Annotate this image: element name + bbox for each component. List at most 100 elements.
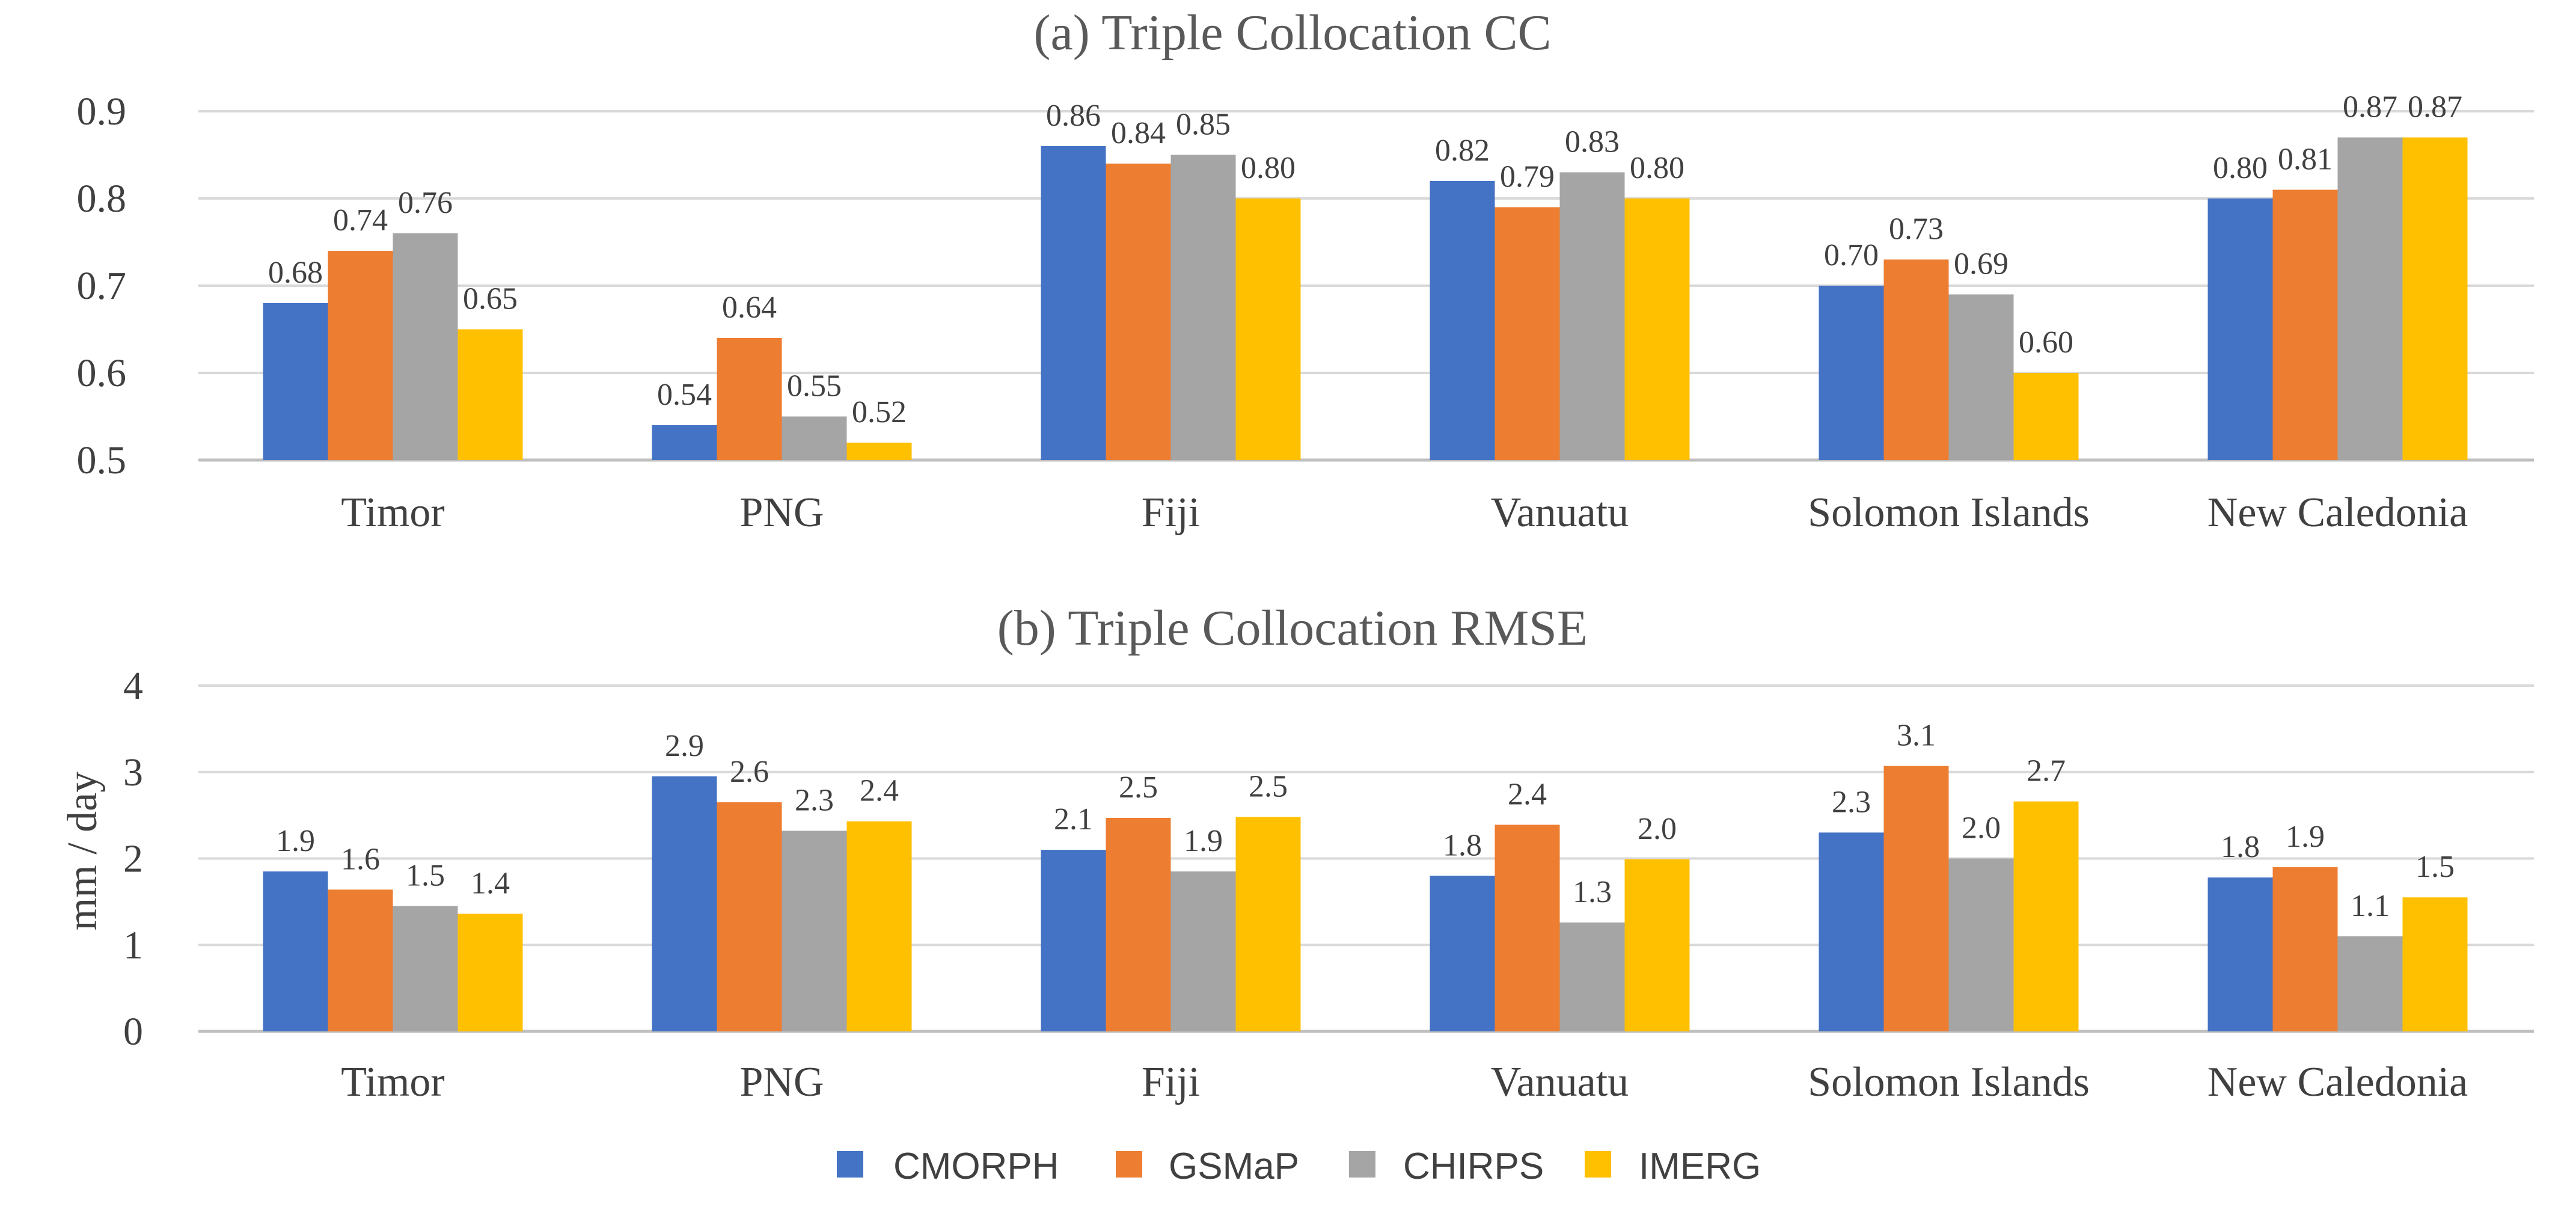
legend-label-imerg: IMERG [1639, 1146, 1761, 1187]
chart-cc-bar-imerg-solomon-islands [2013, 373, 2079, 460]
chart-cc-category-label-solomon-islands: Solomon Islands [1808, 490, 2090, 536]
chart-cc-data-label-chirps-vanuatu: 0.83 [1565, 125, 1620, 159]
chart-cc-bar-chirps-solomon-islands [1948, 294, 2014, 460]
chart-rmse-bar-chirps-new-caledonia [2337, 936, 2403, 1031]
chart-cc-data-label-imerg-vanuatu: 0.80 [1630, 151, 1684, 185]
chart-cc-categories: Timor PNG Fiji Vanuatu Solomon Islands New Ca… [341, 490, 2468, 536]
chart-rmse-data-label-gsmap-timor: 1.6 [341, 842, 380, 876]
chart-cc-data-label-cmorph-new-caledonia: 0.80 [2213, 151, 2268, 185]
chart-rmse-category-label-timor: Timor [341, 1059, 445, 1105]
chart-cc-category-label-fiji: Fiji [1142, 490, 1200, 536]
chart-cc-bar-chirps-png [782, 416, 847, 460]
chart-rmse: (b) Triple Collocation RMSE mm / day 0 1 2… [60, 600, 2534, 1105]
chart-rmse-bar-imerg-timor [457, 914, 523, 1031]
chart-rmse-bar-imerg-new-caledonia [2402, 897, 2468, 1031]
chart-cc-data-label-chirps-solomon-islands: 0.69 [1954, 247, 2008, 281]
chart-cc-bar-chirps-fiji [1170, 155, 1236, 460]
chart-cc-bar-gsmap-solomon-islands [1883, 259, 1949, 460]
legend-label-cmorph: CMORPH [893, 1146, 1059, 1187]
chart-cc-data-label-gsmap-vanuatu: 0.79 [1500, 160, 1555, 194]
chart-rmse-bar-imerg-vanuatu [1624, 859, 1690, 1031]
chart-rmse-bar-gsmap-timor [328, 889, 393, 1031]
chart-rmse-bar-chirps-vanuatu [1559, 922, 1625, 1031]
chart-rmse-data-label-imerg-fiji: 2.5 [1249, 770, 1288, 804]
chart-cc-bar-gsmap-vanuatu [1495, 207, 1560, 460]
chart-rmse-category-label-new-caledonia: New Caledonia [2207, 1059, 2468, 1105]
chart-cc-gridlines [198, 110, 2534, 462]
chart-rmse-bar-gsmap-vanuatu [1495, 825, 1560, 1031]
chart-cc-y-ticks: 0.5 0.6 0.7 0.8 0.9 [77, 90, 127, 482]
chart-rmse-bar-gsmap-png [717, 802, 782, 1031]
chart-cc-y-tick-label: 0.6 [77, 351, 127, 395]
chart-cc-bar-cmorph-solomon-islands [1819, 286, 1884, 460]
legend-label-chirps: CHIRPS [1403, 1146, 1544, 1187]
chart-cc-bar-imerg-fiji [1235, 198, 1301, 460]
chart-cc-data-labels: 0.68 0.74 0.76 0.65 0.54 0.64 0.55 0.52 0.86 0.84… [268, 90, 2462, 430]
chart-rmse-bar-chirps-timor [393, 906, 458, 1031]
chart-cc-bar-imerg-png [846, 443, 912, 460]
chart-cc-bar-cmorph-new-caledonia [2207, 198, 2273, 460]
chart-rmse-data-label-cmorph-vanuatu: 1.8 [1443, 828, 1482, 862]
chart-rmse-data-label-chirps-png: 2.3 [795, 784, 834, 818]
chart-rmse-bar-cmorph-png [652, 776, 717, 1031]
chart-rmse-category-label-vanuatu: Vanuatu [1491, 1059, 1629, 1105]
chart-rmse-bars [263, 766, 2468, 1031]
chart-rmse-data-label-gsmap-fiji: 2.5 [1119, 770, 1158, 805]
chart-rmse-data-labels: 1.9 1.6 1.5 1.4 2.9 2.6 2.3 2.4 2.1 2.5 1.9 2.5 1.8 2… [276, 719, 2455, 923]
chart-rmse-categories: Timor PNG Fiji Vanuatu Solomon Islands New Ca… [341, 1059, 2468, 1105]
chart-rmse-bar-imerg-fiji [1235, 817, 1301, 1031]
chart-cc-data-label-gsmap-png: 0.64 [722, 290, 777, 325]
chart-rmse-bar-imerg-solomon-islands [2013, 801, 2079, 1031]
legend-swatch-gsmap [1116, 1151, 1142, 1178]
chart-rmse-title: (b) Triple Collocation RMSE [997, 600, 1588, 656]
chart-cc-bar-imerg-timor [457, 329, 523, 460]
chart-cc-bar-gsmap-fiji [1106, 164, 1171, 460]
chart-rmse-y-tick-label: 0 [123, 1010, 143, 1054]
legend: CMORPH GSMaP CHIRPS IMERG [837, 1146, 1761, 1187]
chart-cc-data-label-chirps-fiji: 0.85 [1176, 108, 1231, 142]
chart-cc-bar-imerg-new-caledonia [2402, 137, 2468, 460]
chart-cc-data-label-cmorph-solomon-islands: 0.70 [1824, 238, 1879, 272]
chart-rmse-data-label-imerg-timor: 1.4 [471, 867, 510, 901]
chart-rmse-data-label-cmorph-png: 2.9 [665, 729, 704, 763]
chart-cc-y-tick-label: 0.7 [77, 264, 127, 308]
chart-cc-bars [263, 137, 2468, 460]
chart-cc-bar-cmorph-timor [263, 303, 328, 460]
chart-rmse-bar-cmorph-fiji [1041, 850, 1106, 1031]
chart-cc-data-label-cmorph-timor: 0.68 [268, 256, 323, 290]
chart-cc-bar-chirps-vanuatu [1559, 172, 1625, 460]
chart-rmse-data-label-gsmap-png: 2.6 [730, 755, 769, 789]
chart-cc-data-label-imerg-solomon-islands: 0.60 [2019, 325, 2073, 360]
chart-cc-bar-chirps-timor [393, 233, 458, 460]
chart-cc-bar-imerg-vanuatu [1624, 198, 1690, 460]
chart-rmse-data-label-imerg-solomon-islands: 2.7 [2027, 754, 2066, 788]
chart-cc-bar-gsmap-png [717, 338, 782, 460]
chart-rmse-bar-gsmap-solomon-islands [1883, 766, 1949, 1031]
chart-cc-y-tick-label: 0.5 [77, 438, 127, 482]
chart-rmse-data-label-chirps-new-caledonia: 1.1 [2351, 889, 2390, 923]
chart-cc-bar-chirps-new-caledonia [2337, 137, 2403, 460]
chart-cc-data-label-cmorph-png: 0.54 [657, 378, 712, 412]
chart-rmse-data-label-cmorph-solomon-islands: 2.3 [1832, 785, 1871, 819]
chart-cc-title: (a) Triple Collocation CC [1034, 5, 1552, 61]
legend-swatch-cmorph [837, 1151, 863, 1178]
chart-cc-bar-cmorph-png [652, 425, 717, 460]
chart-cc-data-label-imerg-fiji: 0.80 [1241, 151, 1296, 185]
chart-cc-data-label-gsmap-new-caledonia: 0.81 [2278, 143, 2333, 177]
chart-rmse-data-label-chirps-fiji: 1.9 [1184, 824, 1223, 858]
chart-rmse-bar-imerg-png [846, 821, 912, 1031]
chart-rmse-y-ticks: 0 1 2 3 4 [123, 664, 143, 1054]
chart-rmse-y-tick-label: 4 [123, 664, 143, 708]
chart-cc-data-label-cmorph-vanuatu: 0.82 [1435, 134, 1490, 168]
chart-rmse-bar-chirps-fiji [1170, 871, 1236, 1031]
chart-cc-data-label-gsmap-solomon-islands: 0.73 [1889, 212, 1944, 247]
chart-rmse-y-tick-label: 2 [123, 837, 143, 881]
chart-rmse-gridlines [198, 684, 2534, 1033]
chart-cc-category-label-timor: Timor [341, 490, 445, 536]
chart-rmse-y-tick-label: 1 [123, 923, 143, 967]
chart-rmse-bar-gsmap-fiji [1106, 817, 1171, 1031]
chart-rmse-data-label-cmorph-fiji: 2.1 [1054, 802, 1093, 837]
chart-rmse-data-label-imerg-vanuatu: 2.0 [1638, 812, 1677, 846]
chart-cc-data-label-cmorph-fiji: 0.86 [1046, 99, 1101, 133]
